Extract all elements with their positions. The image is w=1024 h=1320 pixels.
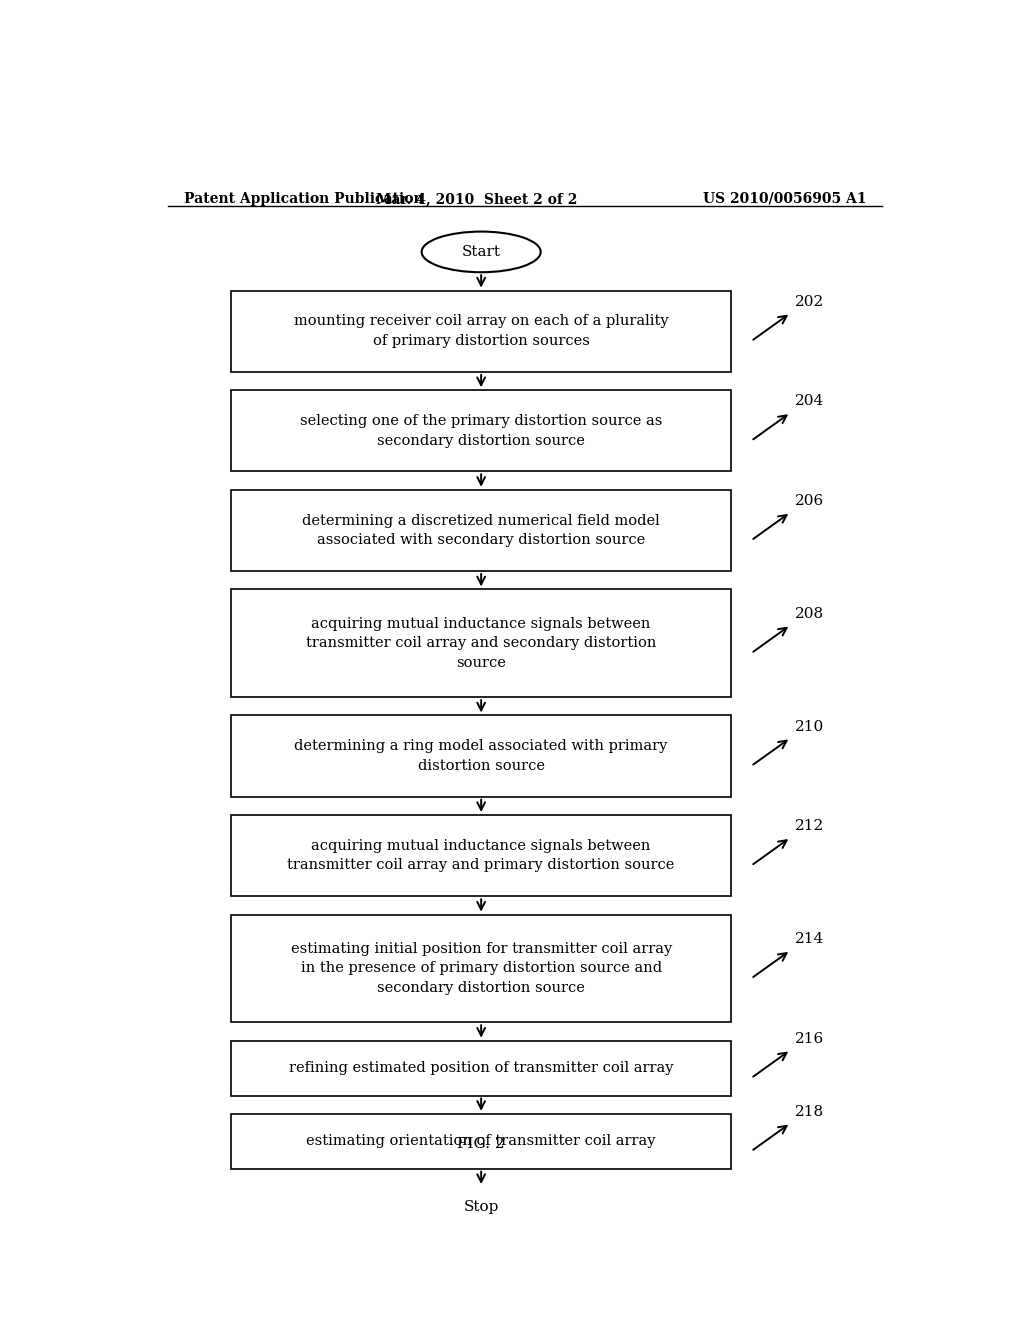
FancyBboxPatch shape bbox=[231, 715, 731, 797]
Text: 204: 204 bbox=[795, 395, 824, 408]
FancyBboxPatch shape bbox=[231, 490, 731, 572]
Text: Patent Application Publication: Patent Application Publication bbox=[183, 191, 423, 206]
FancyBboxPatch shape bbox=[231, 1040, 731, 1096]
Text: 210: 210 bbox=[795, 719, 824, 734]
Text: refining estimated position of transmitter coil array: refining estimated position of transmitt… bbox=[289, 1061, 674, 1074]
Text: 218: 218 bbox=[795, 1105, 823, 1119]
Text: 208: 208 bbox=[795, 607, 823, 620]
FancyBboxPatch shape bbox=[231, 391, 731, 471]
Ellipse shape bbox=[422, 1187, 541, 1228]
FancyBboxPatch shape bbox=[231, 915, 731, 1022]
Text: 212: 212 bbox=[795, 820, 824, 833]
Text: acquiring mutual inductance signals between
transmitter coil array and primary d: acquiring mutual inductance signals betw… bbox=[288, 840, 675, 873]
Text: mounting receiver coil array on each of a plurality
of primary distortion source: mounting receiver coil array on each of … bbox=[294, 314, 669, 348]
Text: estimating orientation of transmitter coil array: estimating orientation of transmitter co… bbox=[306, 1134, 656, 1148]
Text: Mar. 4, 2010  Sheet 2 of 2: Mar. 4, 2010 Sheet 2 of 2 bbox=[377, 191, 578, 206]
FancyBboxPatch shape bbox=[231, 290, 731, 372]
FancyBboxPatch shape bbox=[231, 589, 731, 697]
Text: 216: 216 bbox=[795, 1032, 824, 1045]
Text: Start: Start bbox=[462, 246, 501, 259]
FancyBboxPatch shape bbox=[231, 1114, 731, 1168]
FancyBboxPatch shape bbox=[231, 814, 731, 896]
Text: 202: 202 bbox=[795, 294, 824, 309]
Text: Stop: Stop bbox=[464, 1200, 499, 1214]
Ellipse shape bbox=[422, 231, 541, 272]
Text: acquiring mutual inductance signals between
transmitter coil array and secondary: acquiring mutual inductance signals betw… bbox=[306, 616, 656, 669]
Text: determining a discretized numerical field model
associated with secondary distor: determining a discretized numerical fiel… bbox=[302, 513, 660, 548]
Text: 206: 206 bbox=[795, 494, 824, 508]
Text: estimating initial position for transmitter coil array
in the presence of primar: estimating initial position for transmit… bbox=[291, 942, 672, 995]
Text: US 2010/0056905 A1: US 2010/0056905 A1 bbox=[702, 191, 866, 206]
Text: FIG. 2: FIG. 2 bbox=[458, 1138, 505, 1151]
Text: determining a ring model associated with primary
distortion source: determining a ring model associated with… bbox=[295, 739, 668, 772]
Text: selecting one of the primary distortion source as
secondary distortion source: selecting one of the primary distortion … bbox=[300, 414, 663, 447]
Text: 214: 214 bbox=[795, 932, 824, 946]
